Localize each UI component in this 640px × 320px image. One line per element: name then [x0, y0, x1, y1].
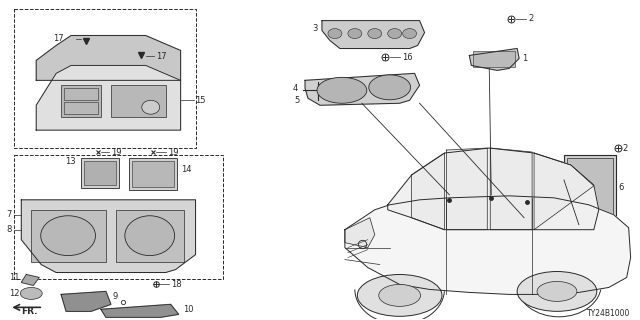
Bar: [132, 161, 173, 187]
Ellipse shape: [328, 28, 342, 38]
Text: 12: 12: [9, 289, 19, 298]
Text: 4: 4: [293, 84, 298, 93]
Text: TY24B1000: TY24B1000: [588, 309, 630, 318]
Polygon shape: [447, 148, 487, 230]
Ellipse shape: [357, 275, 442, 316]
Polygon shape: [21, 200, 196, 273]
Polygon shape: [36, 36, 180, 80]
Ellipse shape: [368, 28, 381, 38]
Polygon shape: [322, 20, 424, 49]
Ellipse shape: [20, 287, 42, 300]
Text: 6: 6: [619, 183, 624, 192]
Ellipse shape: [517, 271, 596, 311]
Text: 17: 17: [156, 52, 166, 61]
Ellipse shape: [403, 28, 417, 38]
Text: 19: 19: [111, 148, 122, 156]
Text: 2: 2: [528, 14, 533, 23]
Polygon shape: [412, 153, 444, 230]
Bar: [129, 158, 177, 190]
Text: 7: 7: [6, 210, 12, 219]
Polygon shape: [469, 49, 519, 70]
Text: 1: 1: [522, 54, 527, 63]
Text: 18: 18: [171, 280, 181, 289]
Ellipse shape: [125, 216, 175, 256]
Text: 2: 2: [623, 144, 628, 153]
Polygon shape: [345, 218, 375, 248]
Ellipse shape: [348, 28, 362, 38]
Ellipse shape: [41, 216, 95, 256]
Bar: [564, 155, 616, 220]
Bar: [14, 9, 196, 148]
Polygon shape: [101, 304, 179, 317]
Polygon shape: [36, 65, 180, 130]
Ellipse shape: [369, 75, 411, 100]
Text: 15: 15: [196, 96, 206, 105]
Bar: [116, 210, 184, 261]
Bar: [81, 158, 119, 188]
Text: 14: 14: [180, 165, 191, 174]
Text: 5: 5: [295, 96, 300, 105]
Bar: [14, 155, 223, 279]
Bar: [474, 52, 515, 68]
Ellipse shape: [379, 284, 420, 306]
Bar: [567, 158, 612, 217]
Ellipse shape: [317, 77, 367, 103]
Text: 9: 9: [113, 292, 118, 301]
Ellipse shape: [537, 282, 577, 301]
Text: 13: 13: [65, 157, 76, 166]
Polygon shape: [345, 196, 630, 294]
Text: 19: 19: [168, 148, 178, 156]
Bar: [64, 102, 98, 114]
Text: 17: 17: [54, 34, 64, 43]
Text: 3: 3: [312, 24, 318, 33]
Polygon shape: [21, 275, 39, 285]
Text: 11: 11: [9, 273, 19, 282]
Polygon shape: [388, 148, 599, 230]
Text: 10: 10: [182, 305, 193, 314]
Polygon shape: [305, 73, 420, 105]
Bar: [64, 88, 98, 100]
Polygon shape: [61, 292, 111, 311]
Bar: [31, 210, 106, 261]
Bar: [111, 85, 166, 117]
Text: 16: 16: [402, 53, 412, 62]
Ellipse shape: [142, 100, 160, 114]
Text: FR.: FR.: [21, 307, 38, 316]
Polygon shape: [534, 153, 594, 230]
Polygon shape: [490, 148, 532, 230]
Bar: [61, 85, 101, 117]
Text: 8: 8: [6, 225, 12, 234]
Bar: [84, 161, 116, 185]
Ellipse shape: [388, 28, 402, 38]
